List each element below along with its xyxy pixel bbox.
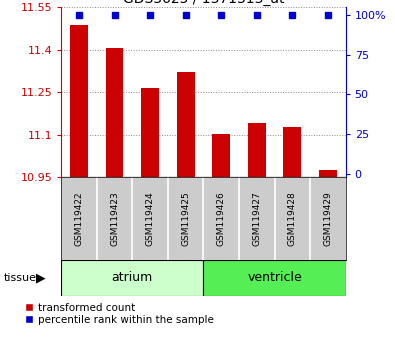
Bar [70,25,88,177]
Bar [248,123,265,177]
Bar [177,72,194,177]
Text: GSM119425: GSM119425 [181,191,190,246]
Text: GSM119423: GSM119423 [110,191,119,246]
Text: ventricle: ventricle [247,272,302,284]
Text: GSM119429: GSM119429 [324,191,332,246]
Text: tissue: tissue [4,273,37,283]
Text: GSM119427: GSM119427 [252,191,261,246]
Text: GSM119426: GSM119426 [217,191,226,246]
Text: GSM119422: GSM119422 [75,191,83,246]
Bar [319,170,337,177]
Legend: transformed count, percentile rank within the sample: transformed count, percentile rank withi… [25,303,214,325]
Text: GSM119428: GSM119428 [288,191,297,246]
Bar [61,260,203,296]
Title: GDS3625 / 1371313_at: GDS3625 / 1371313_at [123,0,284,6]
Text: ▶: ▶ [36,272,45,284]
Bar [213,134,230,177]
Bar [284,127,301,177]
Bar [203,260,346,296]
Bar [141,88,159,177]
Text: atrium: atrium [112,272,153,284]
Text: GSM119424: GSM119424 [146,191,154,246]
Bar [106,48,123,177]
